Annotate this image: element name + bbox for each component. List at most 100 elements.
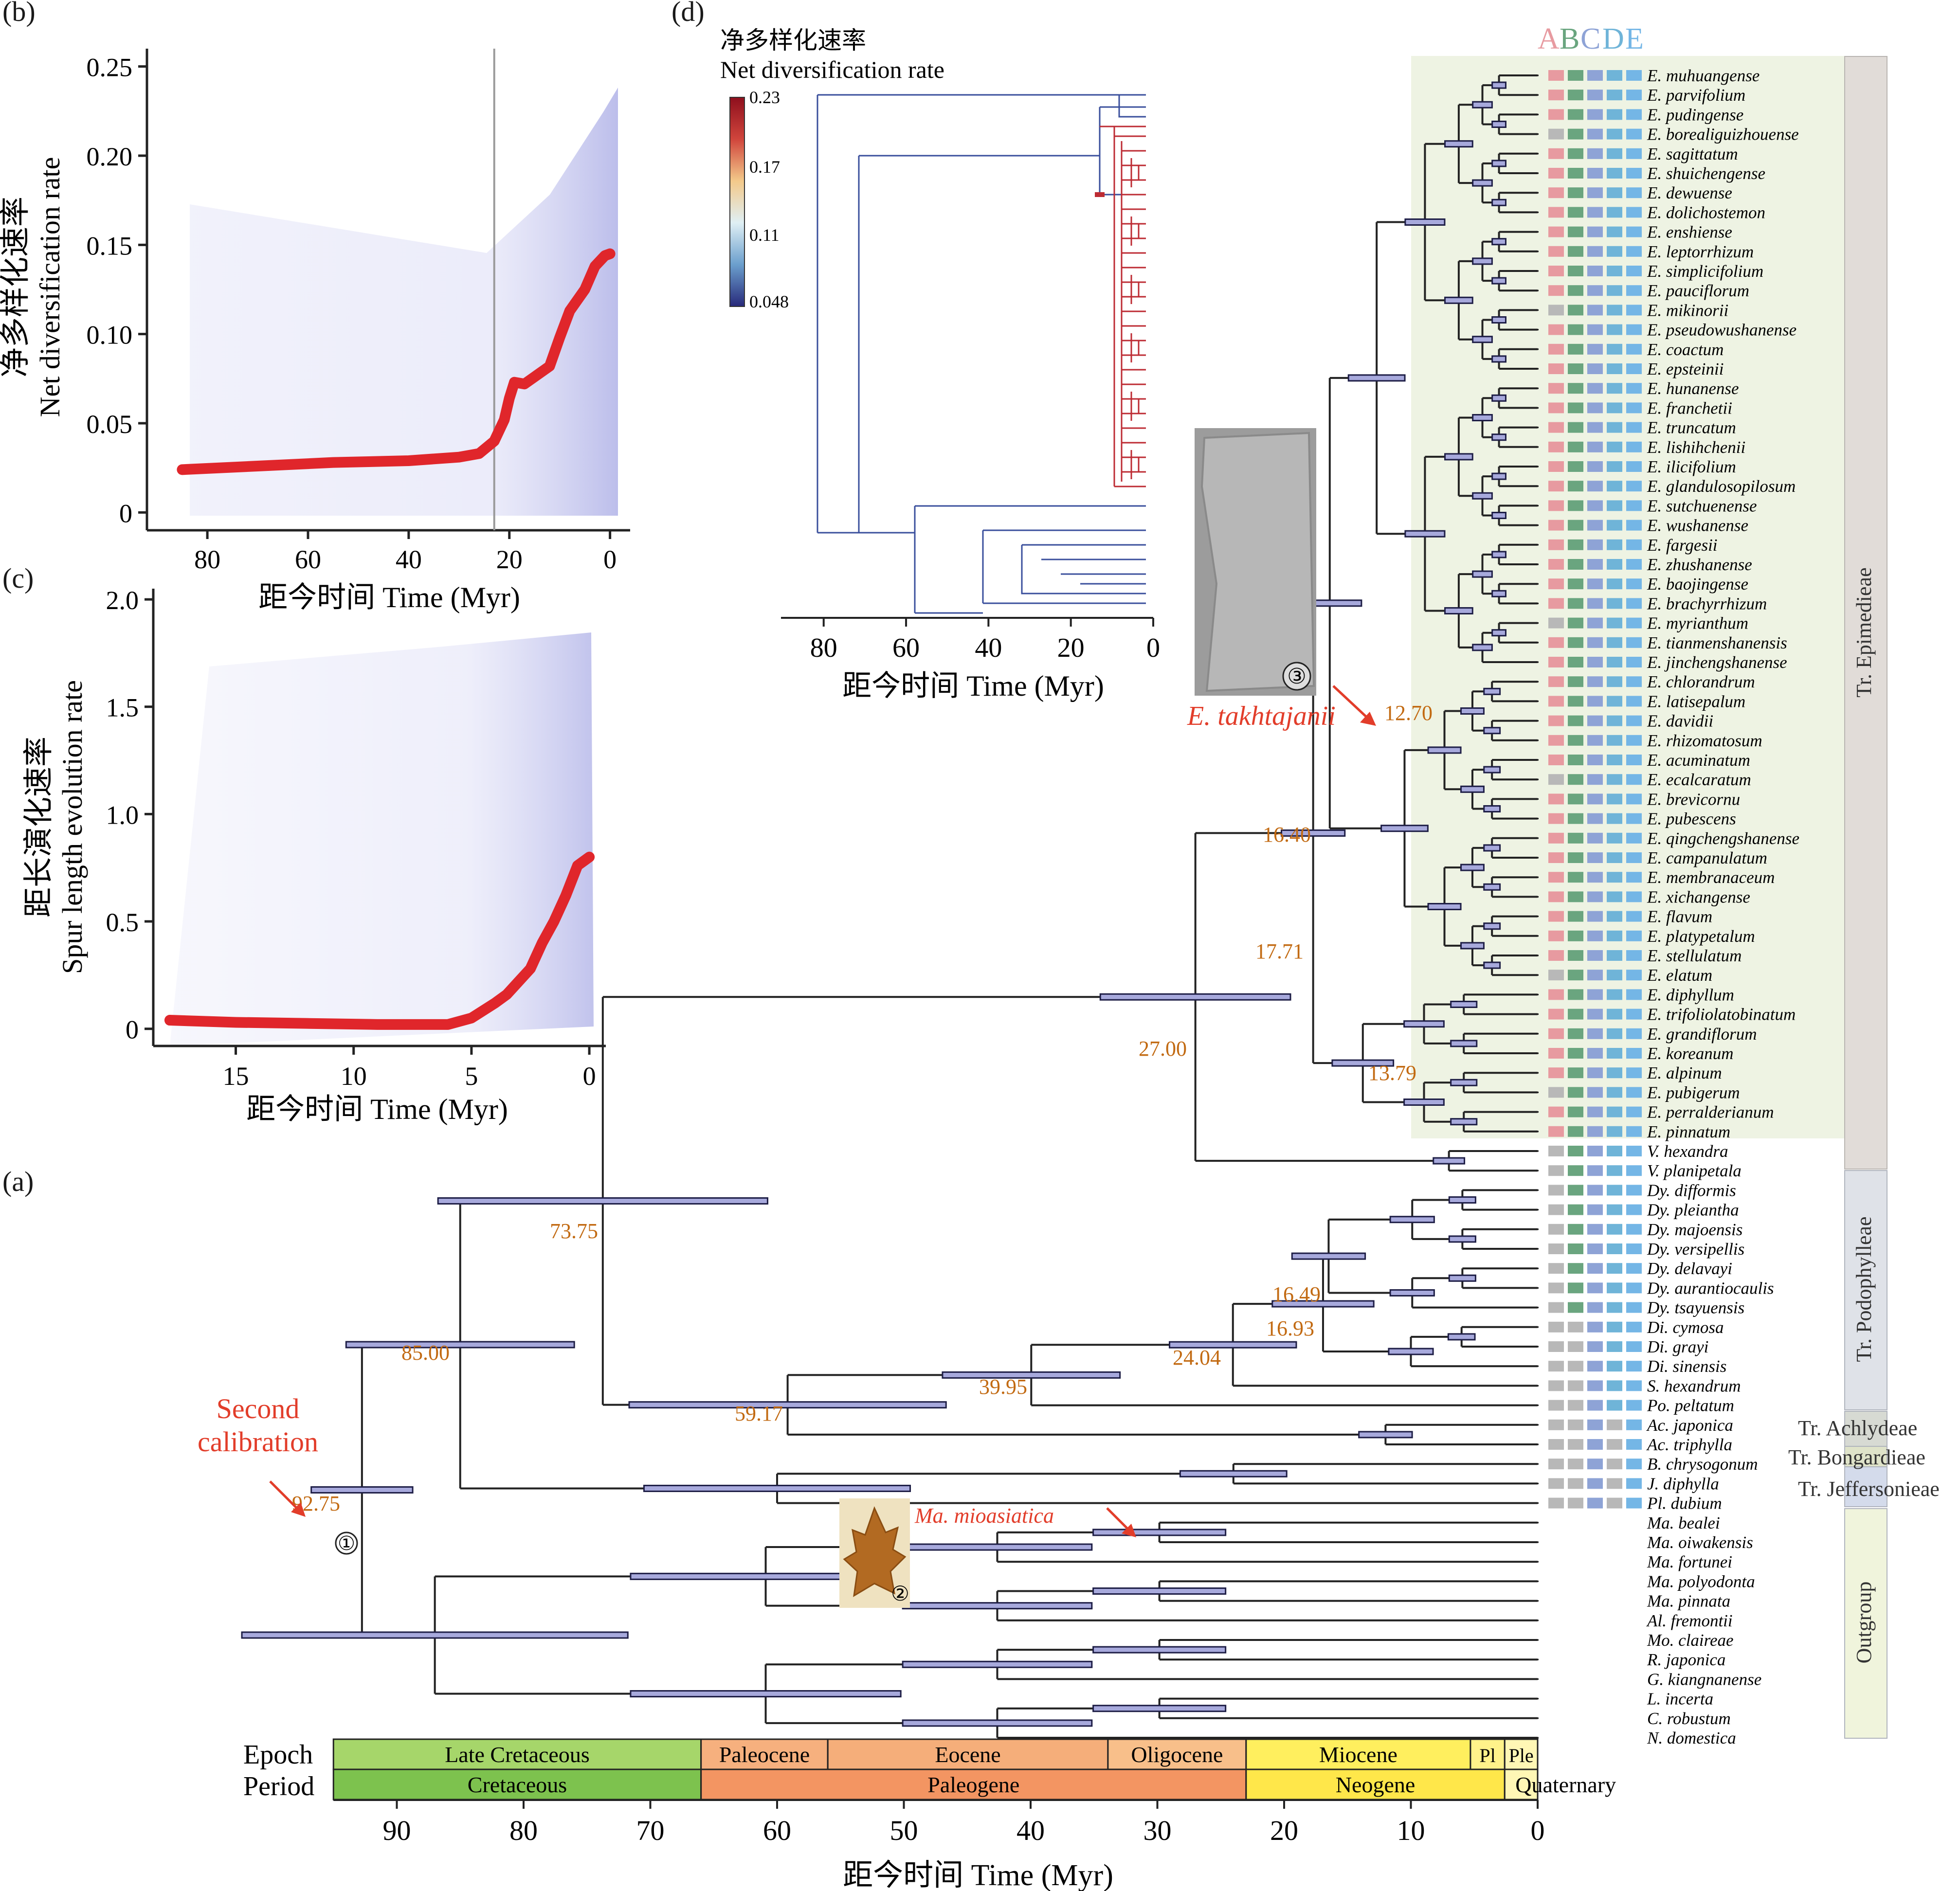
trait-cell [1626, 1087, 1642, 1098]
trait-cell [1548, 559, 1564, 570]
tribe-bar-jeffersonieae [1844, 1466, 1887, 1507]
trait-cell [1587, 1517, 1603, 1528]
age-bar [1491, 551, 1506, 558]
trait-cell [1568, 1595, 1583, 1606]
trait-cell [1626, 1146, 1642, 1156]
taxon-label: E. hunanense [1647, 379, 1739, 398]
trait-cell [1587, 1341, 1603, 1352]
y-tick-label: 0.05 [87, 410, 133, 439]
x-tick-label: 10 [1397, 1815, 1425, 1846]
trait-cell [1548, 1497, 1564, 1509]
taxon-label: Ma. pinnata [1647, 1592, 1730, 1611]
trait-cell [1587, 559, 1603, 570]
epoch-cell [1107, 1738, 1247, 1770]
age-bar [1404, 530, 1446, 538]
trait-cell [1587, 1556, 1603, 1567]
trait-cell [1587, 1087, 1603, 1098]
age-bar [1483, 922, 1501, 930]
epoch-name: Pl [1479, 1745, 1495, 1766]
x-tick-label: 10 [341, 1062, 367, 1091]
trait-cell [1626, 246, 1642, 257]
trait-cell [1568, 676, 1583, 687]
trait-cell [1548, 1654, 1564, 1665]
x-tick-label: 80 [810, 633, 837, 663]
age-bar [902, 1602, 1093, 1610]
epoch-name: Paleocene [719, 1742, 810, 1767]
epoch-name: Ple [1509, 1745, 1534, 1766]
trait-cell [1626, 285, 1642, 296]
trait-cell [1587, 1009, 1603, 1020]
epoch-cell [827, 1738, 1109, 1770]
fossil-arrow-3 [1332, 685, 1371, 721]
node-age: 85.00 [401, 1341, 450, 1365]
trait-cell [1587, 1419, 1603, 1430]
trait-cell [1548, 696, 1564, 707]
taxon-label: E. ecalcaratum [1647, 770, 1751, 789]
trait-cell [1587, 207, 1603, 218]
trait-cell [1626, 715, 1642, 726]
trait-cell [1607, 1674, 1622, 1685]
trait-cell [1548, 246, 1564, 257]
trait-cell [1607, 1146, 1622, 1156]
trait-cell [1548, 226, 1564, 237]
node-age: 16.49 [1272, 1282, 1321, 1306]
epoch-name: Oligocene [1131, 1742, 1223, 1767]
y-tick-label: 0 [126, 1015, 139, 1045]
trait-cell [1568, 1732, 1583, 1743]
leaf-fossil [843, 1506, 907, 1597]
node-age: 39.95 [979, 1375, 1027, 1399]
trait-cell [1548, 324, 1564, 335]
trait-cell [1607, 187, 1622, 198]
trait-cell [1607, 363, 1622, 374]
taxon-label: L. incerta [1647, 1690, 1713, 1709]
node-age: 17.71 [1255, 939, 1304, 963]
trait-cell [1607, 1126, 1622, 1137]
trait-cell [1626, 872, 1642, 883]
panel-label-c: (c) [2, 562, 34, 594]
taxon-label: E. stellulatum [1647, 946, 1742, 965]
trait-cell [1548, 1028, 1564, 1039]
trait-cell [1626, 755, 1642, 765]
trait-cell [1587, 1263, 1603, 1274]
fossil-leaf-3 [1200, 432, 1315, 692]
trait-cell [1548, 109, 1564, 120]
age-bar [1389, 1216, 1435, 1224]
taxon-label: E. perralderianum [1647, 1103, 1774, 1122]
trait-cell [1607, 246, 1622, 257]
trait-cell [1626, 70, 1642, 81]
trait-cell [1568, 1654, 1583, 1665]
taxon-label: E. borealiguizhouense [1647, 125, 1799, 144]
trait-cell [1587, 402, 1603, 414]
trait-cell [1587, 1282, 1603, 1294]
age-bar [1472, 101, 1493, 108]
trait-cell [1548, 1478, 1564, 1489]
trait-cell [1548, 1674, 1564, 1685]
trait-cell [1587, 187, 1603, 198]
taxon-label: E. chlorandrum [1647, 672, 1755, 691]
trait-cell [1568, 383, 1583, 394]
trait-cell [1587, 1459, 1603, 1470]
taxon-label: E. acuminatum [1647, 751, 1750, 770]
arrow-head [1122, 1524, 1136, 1537]
trait-cell [1626, 305, 1642, 316]
trait-cell [1587, 324, 1603, 335]
trait-cell [1626, 1635, 1642, 1645]
trait-cell [1548, 1400, 1564, 1411]
panel-c-spur-rate-chart: 0 0.5 1.0 1.5 2.0 15 10 5 0 距长演化速率 Spur length … [22, 586, 606, 1125]
trait-cell [1548, 617, 1564, 629]
trait-cell [1587, 539, 1603, 550]
trait-cell [1568, 90, 1583, 101]
trait-cell [1607, 1067, 1622, 1079]
x-tick-label: 50 [890, 1815, 918, 1846]
taxon-label: E. pauciflorum [1647, 281, 1749, 300]
age-bar [1483, 687, 1501, 695]
x-tick-label: 30 [1143, 1815, 1172, 1846]
age-bar [1447, 1333, 1476, 1341]
trait-cell [1548, 578, 1564, 590]
taxon-label: N. domestica [1647, 1729, 1736, 1747]
epoch-cell [1504, 1738, 1539, 1770]
trait-cell [1568, 1576, 1583, 1587]
trait-cell [1626, 383, 1642, 394]
trait-cell [1568, 1243, 1583, 1254]
trait-cell [1626, 1106, 1642, 1117]
